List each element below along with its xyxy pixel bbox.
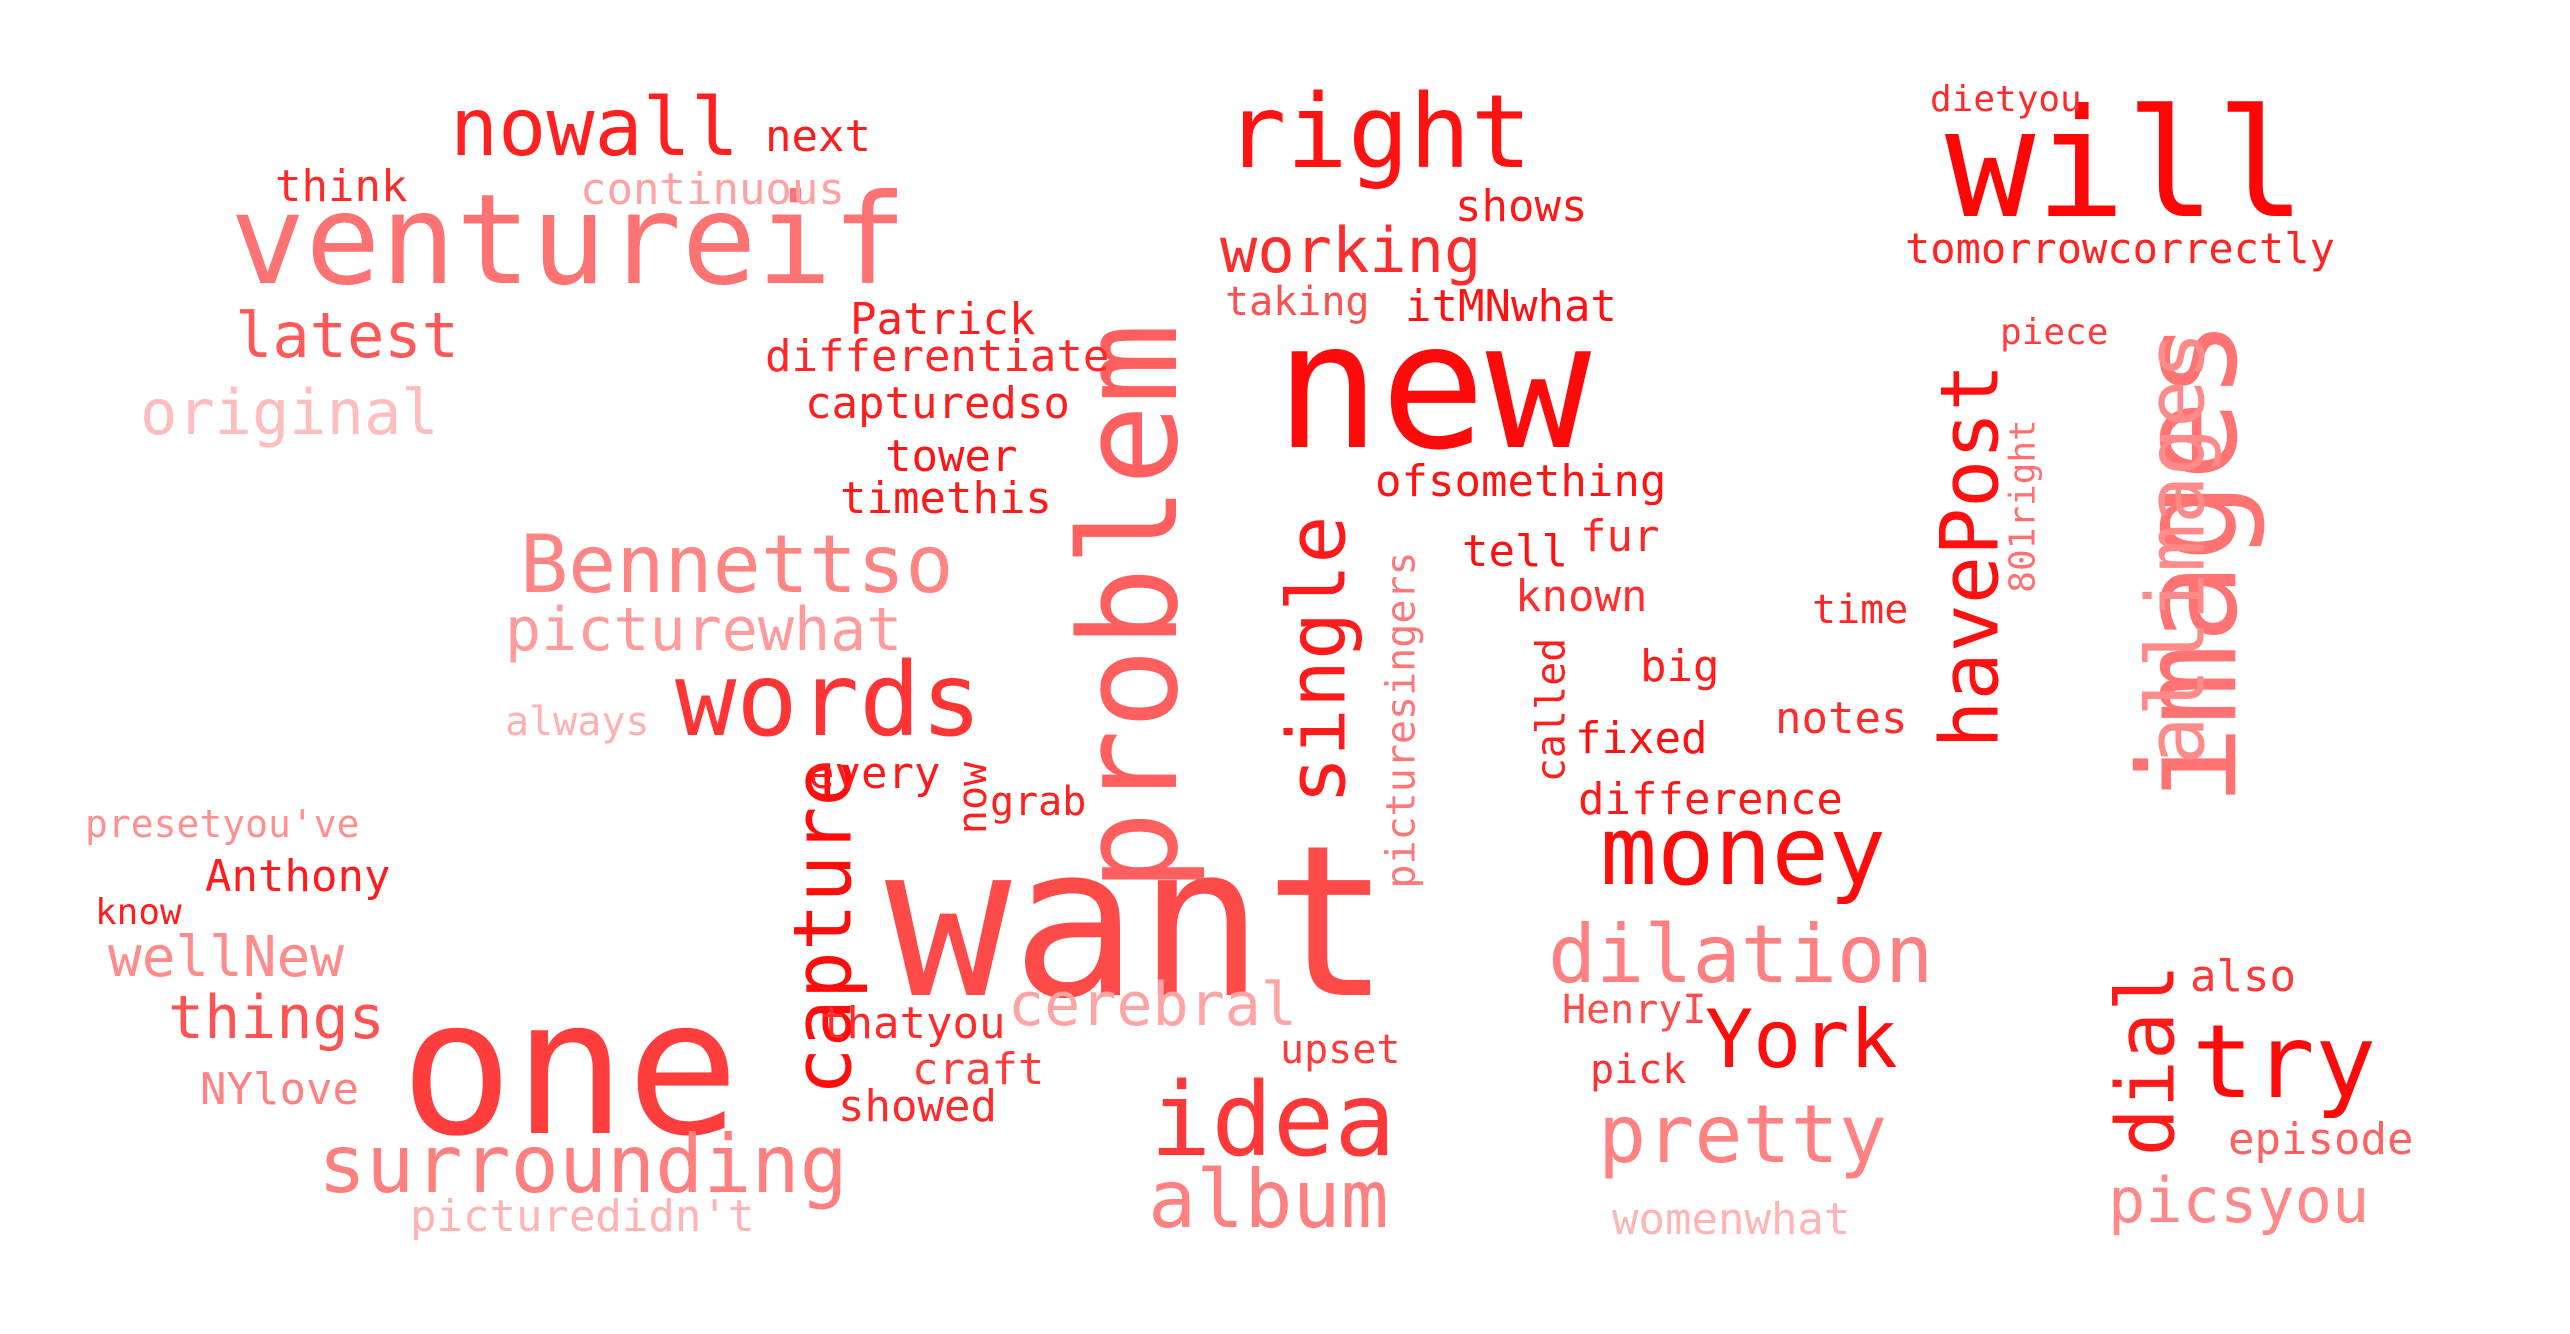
word: new	[1275, 286, 1592, 489]
word: notes	[1775, 693, 1908, 744]
word: capturedso	[805, 378, 1070, 429]
word: original	[140, 376, 439, 449]
word: HenryI	[1562, 987, 1707, 1033]
word: dial	[2099, 963, 2193, 1157]
word: know	[95, 892, 182, 933]
word: 801right	[2002, 419, 2044, 593]
word: upset	[1280, 1027, 1401, 1073]
word: tower	[885, 431, 1018, 482]
word: picsyou	[2108, 1164, 2370, 1237]
word: next	[765, 111, 871, 162]
word: big	[1640, 641, 1720, 692]
word: now	[950, 761, 997, 835]
word: try	[2192, 1003, 2377, 1122]
word: surrounding	[318, 1118, 848, 1211]
word: presetyou've	[85, 802, 360, 846]
word: album	[1148, 1153, 1389, 1246]
word: NYlove	[200, 1064, 359, 1115]
word: craft	[912, 1044, 1045, 1095]
word: every	[808, 748, 941, 799]
word: think	[275, 161, 408, 212]
word: always	[505, 699, 650, 745]
word: right	[1225, 73, 1533, 192]
word: itMNwhat	[1405, 281, 1617, 332]
word: havePost	[1923, 363, 2017, 749]
word: tomorrowcorrectly	[1905, 224, 2335, 273]
word: time	[1812, 587, 1909, 633]
word: York	[1705, 993, 1898, 1086]
word: dilation	[1548, 908, 1934, 1001]
word: picturewhat	[505, 595, 903, 665]
word: one	[400, 959, 740, 1178]
word: pick	[1590, 1047, 1687, 1093]
word: thatyou	[820, 998, 1006, 1049]
word: taking	[1225, 279, 1370, 325]
word: pretty	[1598, 1088, 1887, 1181]
word: picturesingers	[1378, 551, 1425, 889]
word: tell	[1462, 526, 1568, 577]
word: want	[885, 800, 1391, 1045]
word: wellNew	[108, 925, 345, 990]
word: fur	[1580, 511, 1660, 562]
word: nowall	[450, 81, 739, 174]
word: working	[1220, 214, 1482, 287]
word: womenwhat	[1612, 1194, 1851, 1245]
word: piece	[2000, 312, 2109, 353]
word: Patrick	[850, 294, 1036, 345]
word: dietyou	[1930, 79, 2082, 120]
word: single	[1270, 515, 1364, 805]
word: Bennettso	[520, 518, 954, 611]
word: idea	[1150, 1061, 1396, 1180]
word: ventureif	[230, 168, 908, 313]
word: things	[168, 983, 385, 1053]
word: differentiate	[765, 331, 1110, 382]
word: allimages	[2129, 331, 2223, 765]
word: cerebral	[1008, 970, 1297, 1040]
word: will	[1945, 78, 2307, 252]
word: shows	[1455, 181, 1588, 232]
word: episode	[2228, 1114, 2414, 1165]
word: picturedidn't	[410, 1191, 755, 1242]
word: showed	[838, 1081, 997, 1132]
word: grab	[990, 779, 1087, 825]
word: Anthony	[205, 851, 391, 902]
word: money	[1600, 797, 1886, 907]
word: continuous	[580, 164, 845, 215]
word: fixed	[1575, 713, 1708, 764]
word: ofsomething	[1375, 456, 1667, 507]
word: latest	[235, 299, 459, 372]
word: words	[675, 641, 983, 760]
word: timethis	[840, 473, 1052, 524]
word: known	[1515, 571, 1648, 622]
word: also	[2190, 951, 2296, 1002]
word: called	[1528, 637, 1575, 783]
word: difference	[1578, 774, 1843, 825]
